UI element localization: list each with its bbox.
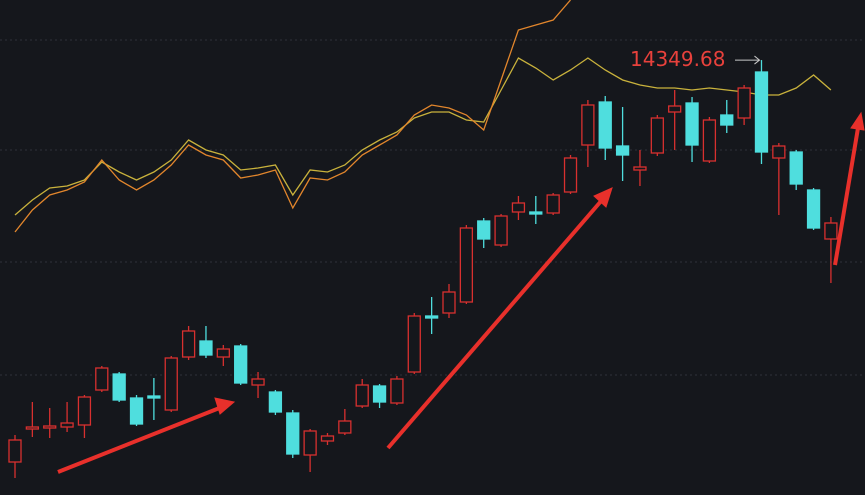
body bbox=[737, 87, 751, 119]
body bbox=[407, 315, 421, 373]
body bbox=[199, 340, 213, 356]
body bbox=[60, 422, 74, 428]
annotation-tip bbox=[754, 55, 761, 65]
body bbox=[563, 157, 578, 193]
body bbox=[268, 391, 283, 413]
body bbox=[668, 105, 682, 113]
body bbox=[789, 151, 803, 185]
body bbox=[633, 166, 647, 171]
arrow-head bbox=[850, 111, 865, 131]
body bbox=[129, 397, 144, 425]
body bbox=[320, 435, 335, 442]
body bbox=[806, 189, 821, 229]
high-label: 14349.68 bbox=[630, 47, 725, 71]
body bbox=[477, 220, 491, 240]
body bbox=[615, 145, 630, 156]
body bbox=[43, 425, 57, 429]
body bbox=[251, 378, 265, 386]
arrow-head bbox=[593, 187, 613, 208]
body bbox=[355, 384, 369, 407]
body bbox=[112, 373, 126, 401]
body bbox=[25, 426, 40, 430]
body bbox=[494, 215, 508, 246]
body bbox=[164, 357, 178, 411]
body bbox=[581, 104, 595, 146]
body bbox=[181, 330, 196, 358]
body bbox=[824, 222, 838, 240]
ma-line bbox=[14, 0, 571, 233]
body bbox=[390, 378, 404, 404]
body bbox=[424, 315, 439, 319]
annotation: 14349.68 bbox=[630, 47, 761, 71]
body bbox=[720, 114, 734, 126]
arrow bbox=[833, 127, 860, 266]
body bbox=[216, 348, 230, 358]
body bbox=[303, 430, 317, 456]
candles bbox=[8, 60, 838, 478]
body bbox=[147, 395, 161, 399]
body bbox=[442, 291, 456, 314]
body bbox=[650, 117, 664, 154]
body bbox=[234, 345, 248, 384]
body bbox=[685, 102, 699, 146]
grid bbox=[0, 39, 865, 376]
body bbox=[598, 101, 612, 149]
body bbox=[754, 71, 769, 153]
body bbox=[8, 439, 22, 463]
arrow-head bbox=[214, 397, 236, 415]
body bbox=[95, 367, 109, 391]
moving-averages bbox=[14, 0, 832, 233]
body bbox=[772, 145, 786, 159]
body bbox=[459, 227, 474, 303]
body bbox=[286, 412, 300, 455]
arrow bbox=[57, 405, 223, 474]
body bbox=[529, 211, 543, 215]
ma-line bbox=[14, 57, 832, 216]
body bbox=[511, 202, 526, 213]
body bbox=[372, 385, 387, 403]
arrows bbox=[57, 111, 865, 474]
body bbox=[338, 420, 352, 434]
body bbox=[702, 119, 717, 162]
body bbox=[77, 396, 92, 426]
arrow bbox=[386, 198, 604, 450]
body bbox=[546, 194, 560, 214]
